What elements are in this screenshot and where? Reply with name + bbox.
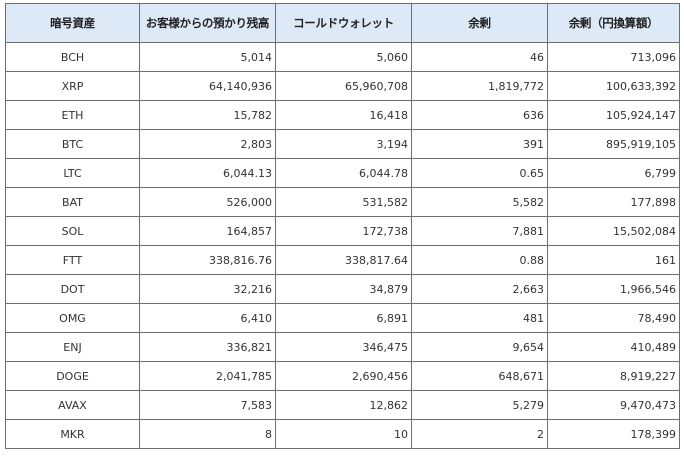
table-row: BCH 5,014 5,060 46 713,096 xyxy=(5,42,680,72)
cell-surplus: 648,671 xyxy=(411,361,548,391)
cell-surplus: 9,654 xyxy=(411,332,548,362)
cell-cold-wallet: 5,060 xyxy=(275,42,412,72)
cell-customer-deposit: 32,216 xyxy=(139,274,276,304)
cell-asset-symbol: MKR xyxy=(5,419,140,449)
cell-cold-wallet: 6,044.78 xyxy=(275,158,412,188)
header-cold-wallet: コールドウォレット xyxy=(275,3,412,43)
cell-customer-deposit: 6,410 xyxy=(139,303,276,333)
cell-surplus-jpy: 9,470,473 xyxy=(547,390,680,420)
cell-surplus-jpy: 8,919,227 xyxy=(547,361,680,391)
table-row: MKR 8 10 2 178,399 xyxy=(5,419,680,449)
cell-cold-wallet: 10 xyxy=(275,419,412,449)
header-surplus: 余剰 xyxy=(411,3,548,43)
table-row: BAT 526,000 531,582 5,582 177,898 xyxy=(5,187,680,217)
header-row: 暗号資産 お客様からの預かり残高 コールドウォレット 余剰 余剰（円換算額） xyxy=(5,3,680,43)
cell-cold-wallet: 172,738 xyxy=(275,216,412,246)
header-surplus-jpy: 余剰（円換算額） xyxy=(547,3,680,43)
cell-asset-symbol: BTC xyxy=(5,129,140,159)
cell-customer-deposit: 526,000 xyxy=(139,187,276,217)
cell-cold-wallet: 16,418 xyxy=(275,100,412,130)
cell-customer-deposit: 5,014 xyxy=(139,42,276,72)
cell-surplus: 636 xyxy=(411,100,548,130)
table-row: LTC 6,044.13 6,044.78 0.65 6,799 xyxy=(5,158,680,188)
crypto-asset-balance-table: 暗号資産 お客様からの預かり残高 コールドウォレット 余剰 余剰（円換算額） B… xyxy=(5,3,680,449)
cell-customer-deposit: 6,044.13 xyxy=(139,158,276,188)
cell-surplus-jpy: 177,898 xyxy=(547,187,680,217)
cell-surplus-jpy: 178,399 xyxy=(547,419,680,449)
cell-cold-wallet: 2,690,456 xyxy=(275,361,412,391)
table-row: DOT 32,216 34,879 2,663 1,966,546 xyxy=(5,274,680,304)
table-row: SOL 164,857 172,738 7,881 15,502,084 xyxy=(5,216,680,246)
cell-surplus-jpy: 105,924,147 xyxy=(547,100,680,130)
cell-customer-deposit: 8 xyxy=(139,419,276,449)
asset-table-container: 暗号資産 お客様からの預かり残高 コールドウォレット 余剰 余剰（円換算額） B… xyxy=(5,3,680,449)
cell-surplus-jpy: 100,633,392 xyxy=(547,71,680,101)
header-customer-deposit-balance: お客様からの預かり残高 xyxy=(139,3,276,43)
header-crypto-asset: 暗号資産 xyxy=(5,3,140,43)
table-row: FTT 338,816.76 338,817.64 0.88 161 xyxy=(5,245,680,275)
cell-cold-wallet: 65,960,708 xyxy=(275,71,412,101)
cell-cold-wallet: 12,862 xyxy=(275,390,412,420)
cell-surplus-jpy: 161 xyxy=(547,245,680,275)
cell-asset-symbol: BAT xyxy=(5,187,140,217)
cell-surplus: 0.88 xyxy=(411,245,548,275)
cell-asset-symbol: SOL xyxy=(5,216,140,246)
cell-surplus: 46 xyxy=(411,42,548,72)
cell-surplus: 2,663 xyxy=(411,274,548,304)
cell-surplus: 391 xyxy=(411,129,548,159)
cell-customer-deposit: 2,803 xyxy=(139,129,276,159)
table-row: ENJ 336,821 346,475 9,654 410,489 xyxy=(5,332,680,362)
table-row: OMG 6,410 6,891 481 78,490 xyxy=(5,303,680,333)
cell-asset-symbol: DOT xyxy=(5,274,140,304)
cell-customer-deposit: 338,816.76 xyxy=(139,245,276,275)
cell-surplus: 481 xyxy=(411,303,548,333)
cell-surplus-jpy: 1,966,546 xyxy=(547,274,680,304)
table-row: BTC 2,803 3,194 391 895,919,105 xyxy=(5,129,680,159)
cell-surplus-jpy: 15,502,084 xyxy=(547,216,680,246)
cell-surplus: 7,881 xyxy=(411,216,548,246)
cell-asset-symbol: LTC xyxy=(5,158,140,188)
cell-surplus-jpy: 713,096 xyxy=(547,42,680,72)
cell-surplus: 5,582 xyxy=(411,187,548,217)
cell-cold-wallet: 338,817.64 xyxy=(275,245,412,275)
table-row: XRP 64,140,936 65,960,708 1,819,772 100,633,… xyxy=(5,71,680,101)
table-header: 暗号資産 お客様からの預かり残高 コールドウォレット 余剰 余剰（円換算額） xyxy=(5,3,680,43)
cell-asset-symbol: ENJ xyxy=(5,332,140,362)
table-row: AVAX 7,583 12,862 5,279 9,470,473 xyxy=(5,390,680,420)
cell-surplus: 5,279 xyxy=(411,390,548,420)
cell-surplus-jpy: 895,919,105 xyxy=(547,129,680,159)
cell-asset-symbol: OMG xyxy=(5,303,140,333)
cell-customer-deposit: 2,041,785 xyxy=(139,361,276,391)
cell-asset-symbol: BCH xyxy=(5,42,140,72)
cell-asset-symbol: AVAX xyxy=(5,390,140,420)
cell-asset-symbol: ETH xyxy=(5,100,140,130)
cell-cold-wallet: 346,475 xyxy=(275,332,412,362)
table-row: ETH 15,782 16,418 636 105,924,147 xyxy=(5,100,680,130)
cell-cold-wallet: 3,194 xyxy=(275,129,412,159)
cell-asset-symbol: XRP xyxy=(5,71,140,101)
cell-surplus: 2 xyxy=(411,419,548,449)
table-body: BCH 5,014 5,060 46 713,096 XRP 64,140,936 65,96… xyxy=(5,42,680,449)
cell-customer-deposit: 15,782 xyxy=(139,100,276,130)
cell-surplus: 1,819,772 xyxy=(411,71,548,101)
table-row: DOGE 2,041,785 2,690,456 648,671 8,919,227 xyxy=(5,361,680,391)
cell-surplus: 0.65 xyxy=(411,158,548,188)
cell-customer-deposit: 64,140,936 xyxy=(139,71,276,101)
cell-customer-deposit: 336,821 xyxy=(139,332,276,362)
cell-asset-symbol: DOGE xyxy=(5,361,140,391)
cell-surplus-jpy: 6,799 xyxy=(547,158,680,188)
cell-cold-wallet: 531,582 xyxy=(275,187,412,217)
cell-cold-wallet: 6,891 xyxy=(275,303,412,333)
cell-surplus-jpy: 410,489 xyxy=(547,332,680,362)
cell-asset-symbol: FTT xyxy=(5,245,140,275)
cell-customer-deposit: 7,583 xyxy=(139,390,276,420)
cell-surplus-jpy: 78,490 xyxy=(547,303,680,333)
cell-customer-deposit: 164,857 xyxy=(139,216,276,246)
cell-cold-wallet: 34,879 xyxy=(275,274,412,304)
